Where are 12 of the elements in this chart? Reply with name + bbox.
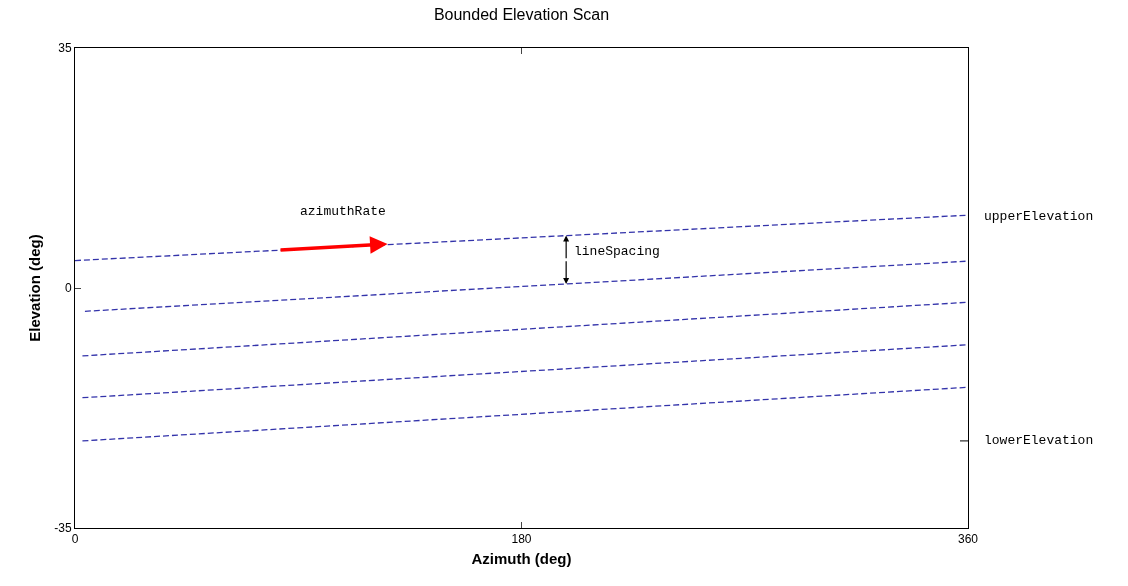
x-tick-label: 360 (957, 532, 979, 547)
annotation: upperElevation (984, 209, 1094, 224)
annotation: azimuthRate (300, 204, 386, 219)
x-tick-label: 180 (511, 532, 532, 547)
y-tick-label: 0 (64, 281, 72, 296)
y-tick-label: -35 (54, 521, 72, 536)
y-axis-title: Elevation (deg) (25, 234, 43, 342)
annotation: lineSpacing (574, 244, 660, 259)
chart-title: Bounded Elevation Scan (433, 6, 610, 24)
text: lowerElevation (984, 433, 1094, 448)
y-tick-label: 35 (58, 41, 72, 56)
x-axis-title: Azimuth (deg) (471, 550, 572, 568)
